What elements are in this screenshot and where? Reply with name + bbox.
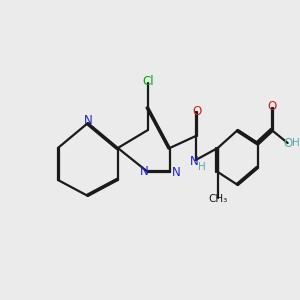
Text: N: N	[140, 166, 148, 178]
Text: H: H	[199, 162, 206, 172]
Text: Cl: Cl	[142, 75, 154, 88]
Text: O: O	[283, 136, 292, 149]
Text: O: O	[192, 105, 202, 118]
Text: H: H	[292, 138, 300, 148]
Text: O: O	[267, 100, 276, 113]
Text: CH₃: CH₃	[208, 194, 227, 204]
Text: N: N	[190, 155, 199, 168]
Text: N: N	[171, 166, 180, 179]
Text: N: N	[83, 114, 92, 127]
